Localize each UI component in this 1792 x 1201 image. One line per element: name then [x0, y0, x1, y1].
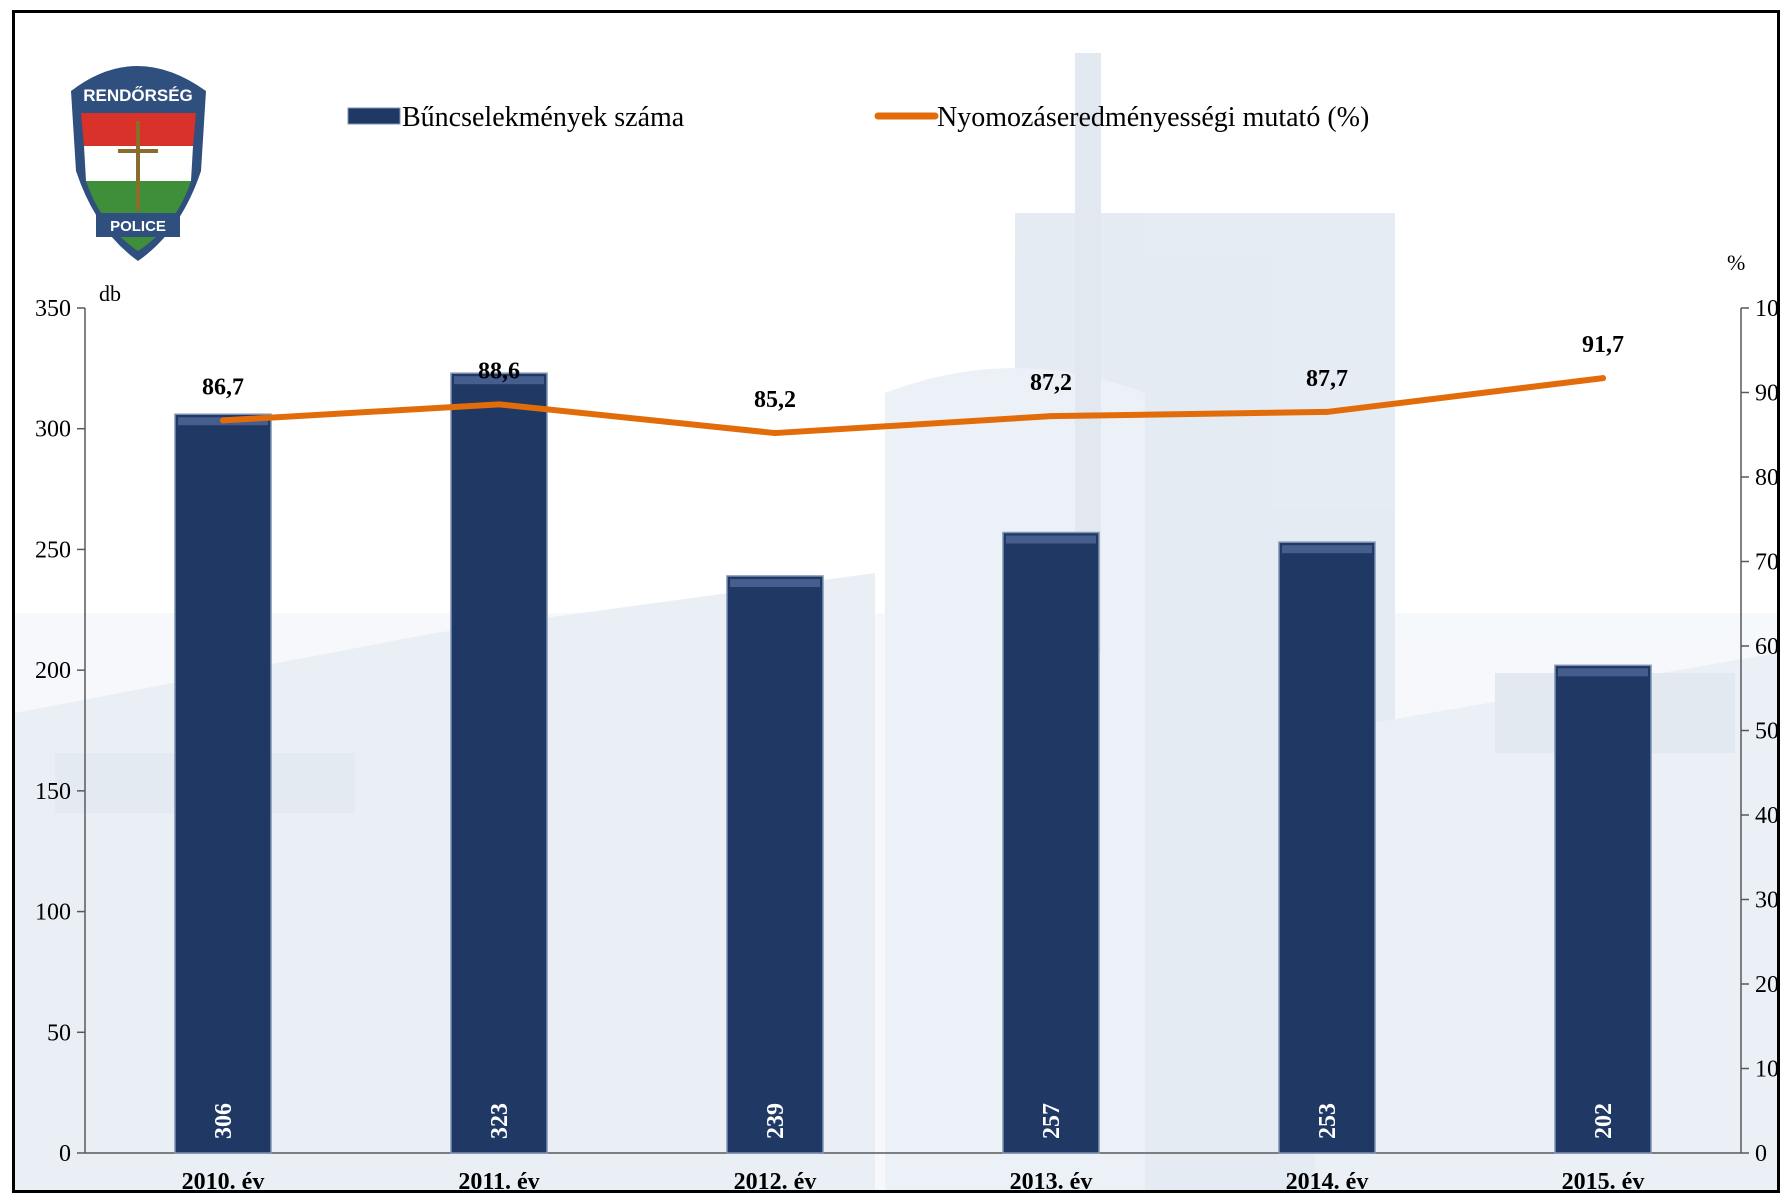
left-axis-tick-label: 0	[59, 1141, 71, 1167]
logo-top-text: RENDŐRSÉG	[83, 86, 193, 105]
legend-bar-swatch	[347, 107, 401, 125]
left-axis-tick-label: 250	[35, 537, 71, 563]
line-point	[496, 401, 502, 408]
bar-top-highlight	[730, 578, 820, 587]
legend-bar-label: Bűncselekmények száma	[402, 102, 685, 133]
line-point	[220, 417, 226, 424]
right-axis-tick-label: 100	[1755, 296, 1777, 322]
x-axis-category-label: 2015. év	[1562, 1169, 1645, 1190]
bar	[1002, 531, 1100, 1154]
bar-value-label: 253	[1315, 1103, 1341, 1139]
line-point	[1600, 375, 1606, 382]
right-axis-tick-label: 50	[1755, 719, 1777, 745]
bar-value-label: 202	[1591, 1103, 1617, 1139]
bar	[1554, 664, 1652, 1154]
right-axis-tick-label: 10	[1755, 1057, 1777, 1083]
logo-bottom-text: POLICE	[110, 218, 166, 235]
bar-value-label: 239	[763, 1103, 789, 1139]
x-axis-category-label: 2014. év	[1286, 1169, 1369, 1190]
bar	[174, 413, 272, 1154]
bar	[450, 372, 548, 1154]
line-value-label: 88,6	[478, 358, 520, 384]
bar-top-highlight	[454, 376, 544, 385]
category-labels: 2010. év 2011. év 2012. év 2013. év 2014. év…	[182, 1169, 1645, 1190]
left-axis-tick-label: 350	[35, 296, 71, 322]
police-shield-icon: RENDŐRSÉG POLICE	[71, 66, 206, 261]
bar-value-label: 257	[1039, 1103, 1065, 1139]
line-point	[1048, 413, 1054, 420]
x-axis-category-label: 2011. év	[458, 1169, 539, 1190]
right-axis-unit: %	[1727, 250, 1745, 275]
right-axis-tick-label: 60	[1755, 634, 1777, 660]
bar-top-highlight	[1006, 535, 1096, 544]
bar	[1278, 541, 1376, 1154]
right-axis-tick-label: 70	[1755, 550, 1777, 576]
line-value-label: 87,7	[1306, 366, 1348, 392]
background-building-icon	[15, 53, 1777, 1190]
bar-value-label: 323	[487, 1103, 513, 1139]
legend: Bűncselekmények száma Nyomozáseredményes…	[347, 102, 1369, 133]
legend-line-label: Nyomozáseredményességi mutató (%)	[937, 102, 1369, 133]
line-value-label: 87,2	[1030, 370, 1072, 396]
left-axis-unit: db	[99, 281, 121, 306]
right-axis-tick-label: 20	[1755, 972, 1777, 998]
x-axis-category-label: 2010. év	[182, 1169, 265, 1190]
bar-top-highlight	[1282, 545, 1372, 554]
x-axis-category-label: 2012. év	[734, 1169, 817, 1190]
left-axis-tick-label: 50	[47, 1020, 71, 1046]
left-axis-tick-label: 150	[35, 779, 71, 805]
chart: RENDŐRSÉG POLICE Bűncselekmények száma N…	[15, 53, 1777, 1190]
line-value-label: 91,7	[1582, 332, 1624, 358]
right-axis-tick-label: 0	[1755, 1141, 1767, 1167]
line-value-label: 85,2	[754, 387, 796, 413]
line-path	[220, 375, 1606, 437]
chart-frame: RENDŐRSÉG POLICE Bűncselekmények száma N…	[12, 10, 1780, 1193]
line-point	[772, 430, 778, 437]
line-point	[1324, 408, 1330, 415]
line-value-label: 86,7	[202, 374, 244, 400]
right-axis-tick-label: 30	[1755, 888, 1777, 914]
right-axis-tick-label: 40	[1755, 803, 1777, 829]
line-series: 86,7 88,6 85,2 87,2 87,7 91,7	[202, 332, 1624, 437]
left-axis-tick-label: 100	[35, 900, 71, 926]
right-axis-tick-label: 90	[1755, 381, 1777, 407]
left-axis-tick-label: 200	[35, 658, 71, 684]
left-axis-tick-label: 300	[35, 417, 71, 443]
bar	[726, 575, 824, 1154]
bars: 306 323 239 257 253 202	[174, 372, 1652, 1154]
right-axis-tick-label: 80	[1755, 465, 1777, 491]
bar-value-label: 306	[211, 1103, 237, 1139]
axes: 0 50 100 150 200 250 300 350 0 10 20 30 40 50 60 70 80 90…	[35, 296, 1777, 1167]
bar-top-highlight	[1558, 668, 1648, 677]
x-axis-category-label: 2013. év	[1010, 1169, 1093, 1190]
